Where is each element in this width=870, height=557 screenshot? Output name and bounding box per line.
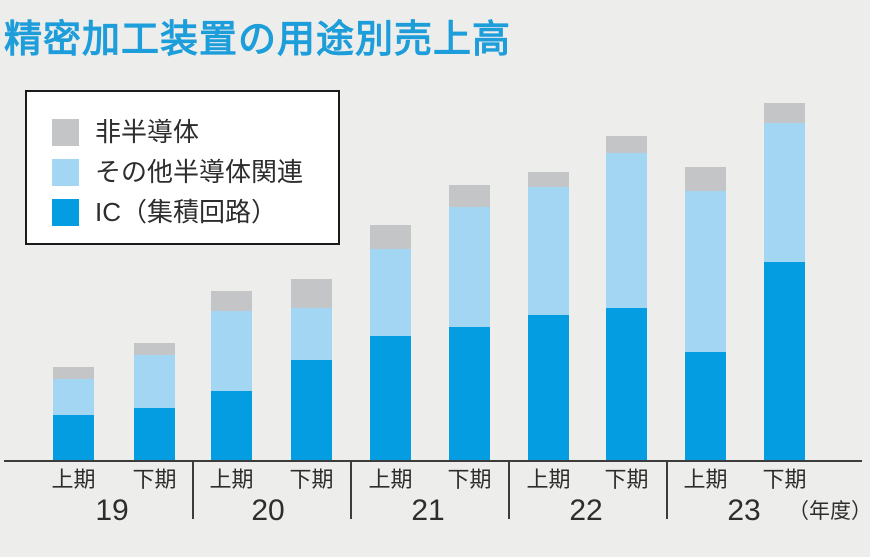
bar-23上期	[685, 167, 726, 461]
bar-segment-19上期-IC（集積回路）	[53, 415, 94, 461]
x-year-label-21: 21	[411, 494, 445, 527]
bar-segment-22上期-IC（集積回路）	[528, 315, 569, 461]
legend-swatch-gray	[52, 118, 79, 146]
legend-label-other-semiconductor: その他半導体関連	[95, 157, 304, 187]
bar-segment-22下期-非半導体	[606, 136, 647, 153]
bar-segment-23上期-その他半導体関連	[685, 191, 726, 352]
legend-item-other-semiconductor: その他半導体関連	[52, 152, 338, 192]
x-tick-label-22上期: 上期	[526, 467, 571, 492]
legend-item-non-semiconductor: 非半導体	[52, 112, 338, 152]
legend-swatch-blue	[52, 198, 79, 226]
bar-segment-21下期-非半導体	[449, 185, 490, 207]
bar-segment-23下期-その他半導体関連	[764, 123, 805, 262]
bar-segment-23上期-非半導体	[685, 167, 726, 191]
bar-21上期	[370, 225, 411, 461]
bar-segment-21下期-IC（集積回路）	[449, 327, 490, 461]
bar-segment-22上期-その他半導体関連	[528, 187, 569, 315]
bar-segment-21上期-その他半導体関連	[370, 249, 411, 336]
x-year-label-22: 22	[569, 494, 603, 527]
legend-swatch-lightblue	[52, 158, 79, 186]
x-axis-group-separator-1	[192, 461, 194, 519]
x-year-label-19: 19	[95, 494, 129, 527]
bar-segment-19下期-非半導体	[134, 343, 175, 355]
bar-segment-23下期-非半導体	[764, 103, 805, 123]
bar-segment-22下期-IC（集積回路）	[606, 308, 647, 461]
x-tick-label-23上期: 上期	[683, 467, 728, 492]
legend-box: 非半導体 その他半導体関連 IC（集積回路）	[25, 90, 340, 245]
bar-segment-21上期-非半導体	[370, 225, 411, 249]
x-year-label-20: 20	[251, 494, 285, 527]
bar-23下期	[764, 103, 805, 461]
bar-segment-19上期-その他半導体関連	[53, 379, 94, 415]
x-tick-label-21下期: 下期	[447, 467, 492, 492]
bar-20上期	[211, 291, 252, 461]
x-tick-label-19下期: 下期	[132, 467, 177, 492]
legend-label-ic: IC（集積回路）	[95, 197, 278, 227]
x-tick-label-22下期: 下期	[604, 467, 649, 492]
bar-segment-22上期-非半導体	[528, 172, 569, 187]
bar-segment-20上期-IC（集積回路）	[211, 391, 252, 461]
bar-22下期	[606, 136, 647, 461]
x-axis-group-separator-4	[666, 461, 668, 519]
bar-segment-21下期-その他半導体関連	[449, 207, 490, 327]
bar-22上期	[528, 172, 569, 461]
bar-segment-20下期-非半導体	[291, 279, 332, 308]
bar-segment-20上期-非半導体	[211, 291, 252, 311]
x-year-label-23: 23	[727, 494, 761, 527]
legend-item-ic: IC（集積回路）	[52, 192, 338, 232]
x-axis-group-separator-3	[508, 461, 510, 519]
x-tick-label-19上期: 上期	[51, 467, 96, 492]
legend-label-non-semiconductor: 非半導体	[95, 117, 200, 147]
bar-segment-19下期-IC（集積回路）	[134, 408, 175, 461]
bar-19上期	[53, 367, 94, 461]
bar-segment-23下期-IC（集積回路）	[764, 262, 805, 461]
bar-segment-20下期-その他半導体関連	[291, 308, 332, 360]
bar-segment-20上期-その他半導体関連	[211, 311, 252, 391]
bar-19下期	[134, 343, 175, 461]
chart-title: 精密加工装置の用途別売上高	[4, 19, 512, 61]
bar-segment-21上期-IC（集積回路）	[370, 336, 411, 461]
x-tick-label-23下期: 下期	[762, 467, 807, 492]
x-axis-unit-note: （年度）	[788, 500, 870, 523]
bar-21下期	[449, 185, 490, 461]
bar-segment-22下期-その他半導体関連	[606, 153, 647, 308]
x-tick-label-20下期: 下期	[289, 467, 334, 492]
bar-20下期	[291, 279, 332, 461]
x-tick-label-21上期: 上期	[368, 467, 413, 492]
x-axis-group-separator-2	[350, 461, 352, 519]
bar-segment-19上期-非半導体	[53, 367, 94, 379]
x-axis-line	[4, 460, 862, 462]
bar-segment-23上期-IC（集積回路）	[685, 352, 726, 461]
bar-segment-20下期-IC（集積回路）	[291, 360, 332, 461]
bar-segment-19下期-その他半導体関連	[134, 355, 175, 408]
x-tick-label-20上期: 上期	[209, 467, 254, 492]
